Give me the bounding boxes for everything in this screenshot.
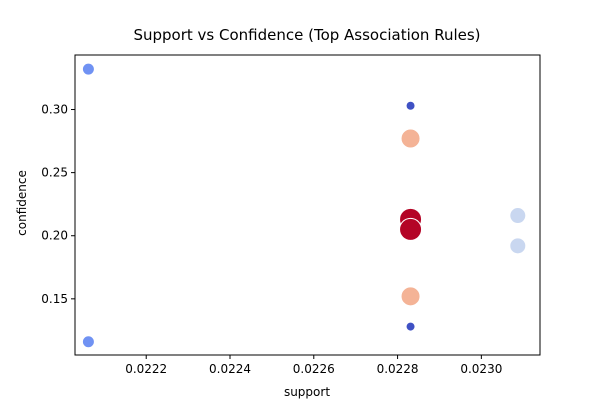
x-tick-label: 0.0228 [377, 362, 419, 376]
x-tick-label: 0.0224 [209, 362, 251, 376]
x-tick-label: 0.0222 [125, 362, 167, 376]
data-point [400, 286, 421, 307]
chart-title: Support vs Confidence (Top Association R… [133, 26, 480, 44]
y-tick-label: 0.30 [41, 103, 68, 117]
plot-frame [74, 54, 541, 356]
x-tick-label: 0.0226 [293, 362, 335, 376]
data-point [399, 217, 423, 241]
data-points [81, 62, 527, 349]
data-point [405, 321, 416, 332]
x-axis: 0.0222 0.0224 0.0226 0.0228 0.0230 [125, 355, 502, 376]
y-tick-label: 0.20 [41, 229, 68, 243]
data-point [509, 207, 527, 225]
y-axis-label: confidence [15, 170, 29, 236]
data-point [509, 237, 527, 255]
y-axis: 0.15 0.20 0.25 0.30 [41, 103, 75, 306]
plot-area: 0.0222 0.0224 0.0226 0.0228 0.0230 0.150.200… [41, 54, 541, 376]
data-point [81, 62, 95, 76]
x-tick-label: 0.0230 [460, 362, 502, 376]
x-axis-label: support [284, 385, 330, 399]
data-point [81, 335, 95, 349]
y-tick-label: 0.25 [41, 166, 68, 180]
y-tick-label: 0.15 [41, 292, 68, 306]
data-point [400, 128, 421, 149]
data-point [405, 100, 416, 111]
